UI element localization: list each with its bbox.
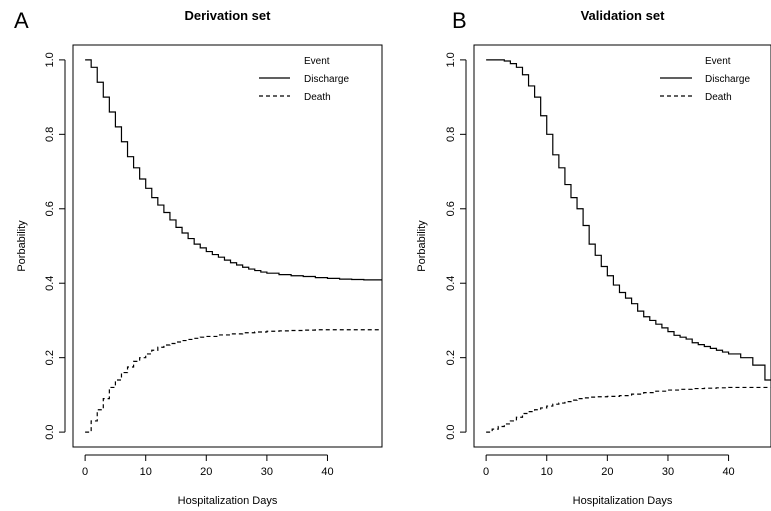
- chart-title: Derivation set: [185, 8, 272, 23]
- x-tick-label: 20: [601, 466, 613, 478]
- legend-label: Death: [304, 92, 331, 103]
- plot-frame: [72, 44, 383, 448]
- y-tick-label: 0.0: [44, 424, 56, 439]
- legend-label: Discharge: [705, 74, 750, 85]
- y-tick-label: 0.4: [445, 276, 457, 291]
- y-tick-label: 0.2: [44, 350, 56, 365]
- y-axis-label: Porbability: [416, 220, 428, 272]
- series-line-death: [85, 329, 382, 433]
- chart-panel-a: A Derivation set 0.0 0.2 0.4 0.6 0.8 1.0 0 10 20 30…: [14, 8, 383, 507]
- x-tick-label: 40: [722, 466, 734, 478]
- y-tick-label: 0.8: [445, 127, 457, 142]
- plot-frame: [473, 44, 771, 448]
- x-tick-label: 10: [140, 466, 152, 478]
- x-tick-label: 20: [200, 466, 212, 478]
- x-axis-label: Hospitalization Days: [178, 495, 278, 507]
- panel-letter: B: [452, 8, 467, 33]
- y-tick-label: 1.0: [445, 52, 457, 67]
- x-tick-label: 30: [662, 466, 674, 478]
- y-tick-label: 0.4: [44, 276, 56, 291]
- y-tick-label: 0.2: [445, 350, 457, 365]
- y-tick-label: 0.6: [44, 201, 56, 216]
- legend-label: Discharge: [304, 74, 349, 85]
- series-line-discharge: [486, 59, 771, 381]
- legend: Event Discharge Death: [660, 56, 750, 103]
- legend-title: Event: [705, 56, 731, 67]
- panel-letter: A: [14, 8, 29, 33]
- legend: Event Discharge Death: [259, 56, 349, 103]
- chart-title: Validation set: [581, 8, 665, 23]
- y-tick-label: 0.6: [445, 201, 457, 216]
- series-line-discharge: [85, 59, 382, 281]
- legend-title: Event: [304, 56, 330, 67]
- x-tick-label: 10: [541, 466, 553, 478]
- y-tick-label: 0.8: [44, 127, 56, 142]
- legend-label: Death: [705, 92, 732, 103]
- x-tick-label: 40: [321, 466, 333, 478]
- y-tick-label: 0.0: [445, 424, 457, 439]
- x-tick-label: 0: [483, 466, 489, 478]
- x-tick-label: 0: [82, 466, 88, 478]
- series-line-death: [486, 386, 771, 433]
- y-axis-label: Porbability: [16, 220, 28, 272]
- x-tick-label: 30: [261, 466, 273, 478]
- chart-panel-b: B Validation set 0.0 0.2 0.4 0.6 0.8 1.0 0 10 20 30…: [416, 8, 771, 507]
- y-tick-label: 1.0: [44, 52, 56, 67]
- x-axis-label: Hospitalization Days: [573, 495, 673, 507]
